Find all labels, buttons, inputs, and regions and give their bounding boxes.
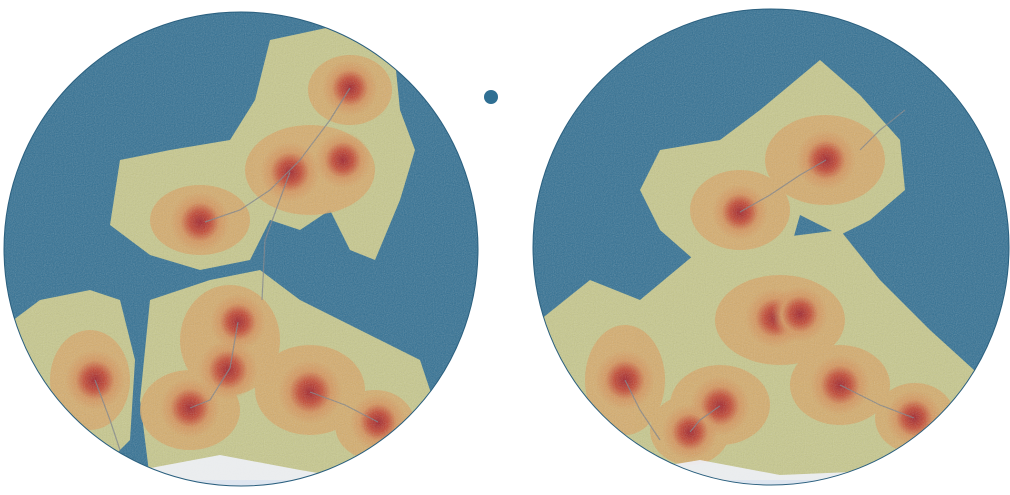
right-disc-rim bbox=[532, 8, 1010, 486]
right-terrain-disc bbox=[533, 9, 1009, 485]
left-disc-rim bbox=[3, 11, 479, 487]
floating-fragment bbox=[484, 90, 498, 104]
